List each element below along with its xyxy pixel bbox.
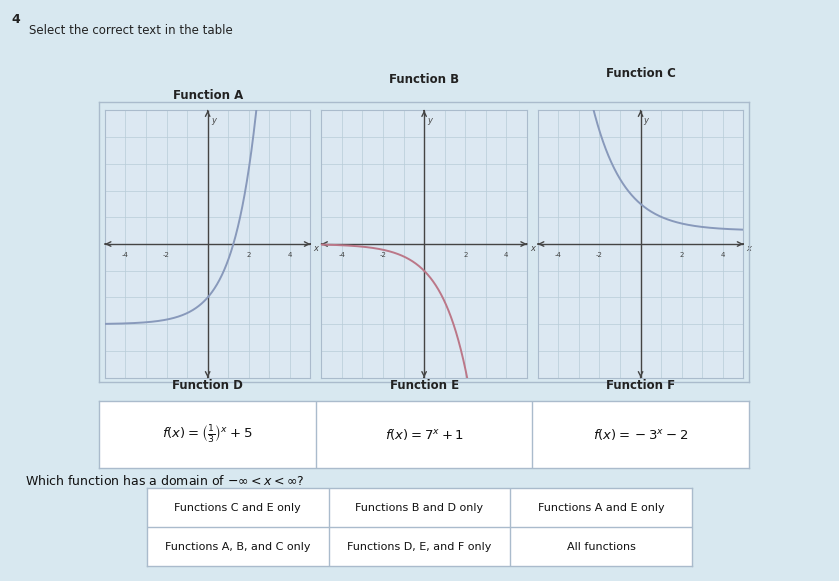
Text: y: y [211, 116, 216, 125]
Text: Function F: Function F [606, 379, 675, 392]
Text: Functions A, B, and C only: Functions A, B, and C only [165, 542, 310, 552]
Text: -2: -2 [163, 252, 170, 258]
Text: x: x [747, 243, 752, 253]
Text: -4: -4 [555, 252, 562, 258]
Text: x: x [314, 243, 319, 253]
Text: 4: 4 [12, 13, 20, 26]
Text: Functions C and E only: Functions C and E only [175, 503, 301, 512]
Text: Functions D, E, and F only: Functions D, E, and F only [347, 542, 492, 552]
Text: Functions B and D only: Functions B and D only [356, 503, 483, 512]
Text: -4: -4 [122, 252, 129, 258]
Text: Function C: Function C [606, 67, 675, 80]
Text: Function A: Function A [173, 89, 242, 102]
Text: x: x [530, 243, 535, 253]
Text: 4: 4 [504, 252, 508, 258]
Text: 2: 2 [680, 252, 684, 258]
Text: All functions: All functions [567, 542, 636, 552]
Text: 4: 4 [721, 252, 725, 258]
Text: -4: -4 [338, 252, 346, 258]
Text: Function B: Function B [389, 73, 459, 86]
Text: Function E: Function E [389, 379, 459, 392]
Text: Function D: Function D [172, 379, 243, 392]
Text: 4: 4 [288, 252, 292, 258]
Text: 2: 2 [463, 252, 467, 258]
Text: 2: 2 [247, 252, 251, 258]
Text: y: y [644, 116, 649, 125]
Text: Select the correct text in the table: Select the correct text in the table [29, 24, 233, 37]
Text: $f(x) = 7^{x} + 1$: $f(x) = 7^{x} + 1$ [384, 427, 464, 442]
Text: $f(x) = -3^{x} - 2$: $f(x) = -3^{x} - 2$ [593, 427, 689, 442]
Text: y: y [427, 116, 432, 125]
Text: $f(x) = \left(\frac{1}{3}\right)^{x} + 5$: $f(x) = \left(\frac{1}{3}\right)^{x} + 5… [162, 424, 253, 445]
Text: -2: -2 [596, 252, 603, 258]
Text: Functions A and E only: Functions A and E only [538, 503, 664, 512]
Text: Which function has a domain of $-\infty < x < \infty$?: Which function has a domain of $-\infty … [25, 474, 305, 487]
Text: -2: -2 [379, 252, 387, 258]
